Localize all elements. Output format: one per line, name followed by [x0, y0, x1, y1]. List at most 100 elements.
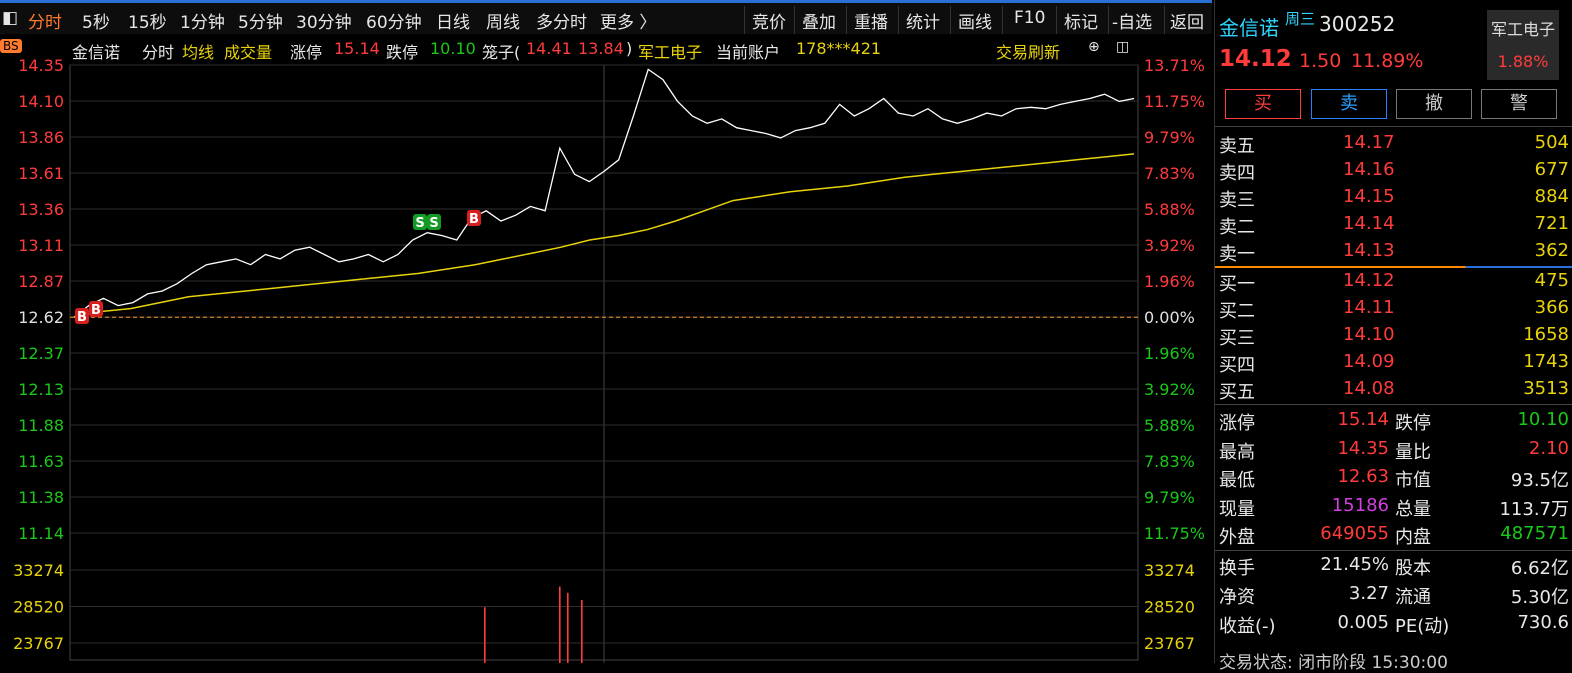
level-label: 卖二	[1219, 217, 1255, 238]
price-pct: 11.89%	[1351, 50, 1424, 72]
limit-up-label: 涨停	[290, 43, 323, 62]
trade-marker: B	[91, 303, 101, 318]
stat-label: 跌停	[1395, 413, 1431, 434]
price-tick: 12.13	[18, 380, 64, 399]
volume-bar	[484, 607, 486, 663]
quote-panel: 金信诺 周三 300252 军工电子 1.88% 14.12 1.50 11.8…	[1214, 0, 1572, 673]
tab-weekly[interactable]: 周线	[486, 13, 520, 33]
sector-box[interactable]: 军工电子 1.88%	[1487, 10, 1559, 80]
tab-timeshare[interactable]: 分时	[28, 13, 62, 33]
cage-label: 笼子(	[482, 43, 521, 62]
level-label: 卖四	[1219, 163, 1255, 184]
pct-tick: 7.83%	[1144, 164, 1195, 183]
stat-label: 流通	[1395, 587, 1431, 608]
stat-label: 量比	[1395, 441, 1431, 463]
sector-pct: 1.88%	[1497, 52, 1549, 71]
stats-button[interactable]: 统计	[906, 13, 940, 33]
level-label: 买四	[1219, 355, 1255, 376]
level-price: 14.10	[1343, 324, 1395, 345]
ask-row[interactable]: 卖五 14.17 504	[1219, 132, 1569, 158]
stat-label: 股本	[1395, 558, 1431, 579]
cancel-order-button[interactable]: 撤	[1396, 89, 1472, 119]
divider	[1108, 6, 1109, 34]
stat-row: 最高 14.35 量比 2.10	[1219, 438, 1569, 464]
tab-15s[interactable]: 15秒	[128, 13, 167, 33]
sector-label[interactable]: 军工电子	[638, 43, 703, 62]
price-tick: 13.86	[18, 128, 64, 147]
tab-1min[interactable]: 1分钟	[180, 13, 225, 33]
stat-label: 收益(-)	[1219, 616, 1276, 637]
sector-name: 军工电子	[1490, 20, 1555, 39]
bid-row[interactable]: 买二 14.11 366	[1219, 297, 1569, 323]
divider	[1002, 6, 1003, 34]
avg-price-line	[73, 153, 1135, 318]
level-volume: 1658	[1523, 324, 1569, 345]
tab-multi-timeshare[interactable]: 多分时	[536, 13, 587, 33]
stat-value: 113.7万	[1499, 498, 1569, 520]
trade-refresh-button[interactable]: 交易刷新	[996, 43, 1061, 62]
ask-row[interactable]: 卖四 14.16 677	[1219, 159, 1569, 185]
ask-row[interactable]: 卖一 14.13 362	[1219, 240, 1569, 266]
divider	[898, 6, 899, 34]
volume-tick: 33274	[13, 561, 64, 580]
divider	[1056, 6, 1057, 34]
avg-line-label[interactable]: 均线	[182, 43, 215, 62]
draw-button[interactable]: 画线	[958, 13, 992, 33]
layout-icon[interactable]: ◫	[1116, 39, 1130, 55]
trade-marker: B	[77, 310, 87, 325]
stat-value: 0.005	[1337, 612, 1389, 633]
buy-button[interactable]: 买	[1225, 89, 1301, 119]
divider	[950, 6, 951, 34]
stat-label: 总量	[1395, 498, 1431, 520]
price-tick: 13.61	[18, 164, 64, 183]
volume-bar	[559, 586, 561, 663]
tab-30min[interactable]: 30分钟	[296, 13, 352, 33]
price-tick: 11.38	[18, 488, 64, 507]
stat-row: 现量 15186 总量 113.7万	[1219, 495, 1569, 521]
bid-row[interactable]: 买五 14.08 3513	[1219, 378, 1569, 404]
pct-tick: 3.92%	[1144, 236, 1195, 255]
expand-icon[interactable]: ⊕	[1088, 39, 1100, 55]
level-price: 14.14	[1343, 213, 1395, 234]
trade-marker-bg	[467, 210, 481, 226]
price-tick: 11.14	[18, 524, 64, 543]
stat-value: 3.27	[1348, 583, 1389, 604]
bid-row[interactable]: 买一 14.12 475	[1219, 270, 1569, 296]
ask-row[interactable]: 卖二 14.14 721	[1219, 213, 1569, 239]
stat-value: 10.10	[1517, 409, 1569, 430]
tab-60min[interactable]: 60分钟	[366, 13, 422, 33]
level-volume: 677	[1534, 159, 1569, 180]
divider	[846, 6, 847, 34]
volume-tick: 23767	[1144, 634, 1195, 653]
level-label: 买三	[1219, 328, 1255, 349]
limit-up-value: 15.14	[334, 39, 380, 58]
level-price: 14.16	[1343, 159, 1395, 180]
stat-value: 5.30亿	[1510, 587, 1569, 608]
tab-5min[interactable]: 5分钟	[238, 13, 283, 33]
remove-watchlist-button[interactable]: -自选	[1112, 13, 1153, 33]
replay-button[interactable]: 重播	[854, 13, 888, 33]
price-change: 1.50	[1299, 50, 1342, 72]
trade-marker-bg	[427, 214, 441, 230]
account-label: 当前账户	[716, 43, 781, 62]
back-button[interactable]: 返回	[1170, 13, 1204, 33]
bid-row[interactable]: 买四 14.09 1743	[1219, 351, 1569, 377]
bs-badge[interactable]: BS	[0, 39, 22, 53]
overlay-button[interactable]: 叠加	[802, 13, 836, 33]
tab-5s[interactable]: 5秒	[82, 13, 110, 33]
tab-more[interactable]: 更多 〉	[600, 13, 657, 33]
auction-button[interactable]: 竞价	[752, 13, 786, 33]
alert-button[interactable]: 警	[1481, 89, 1557, 119]
intraday-chart[interactable]: 14.35 13.71% 14.10 11.75% 13.86 9.79% 13.61 7.8…	[0, 0, 1212, 663]
mark-button[interactable]: 标记	[1064, 13, 1098, 33]
price-tick: 14.35	[18, 56, 64, 75]
volume-label[interactable]: 成交量	[224, 43, 273, 62]
pct-tick: 11.75%	[1144, 524, 1205, 543]
sell-button[interactable]: 卖	[1311, 89, 1387, 119]
panel-toggle-icon[interactable]: ◧	[2, 8, 19, 28]
f10-button[interactable]: F10	[1014, 8, 1046, 28]
bid-row[interactable]: 买三 14.10 1658	[1219, 324, 1569, 350]
ask-row[interactable]: 卖三 14.15 884	[1219, 186, 1569, 212]
tab-daily[interactable]: 日线	[436, 13, 470, 33]
volume-bar	[567, 592, 569, 663]
